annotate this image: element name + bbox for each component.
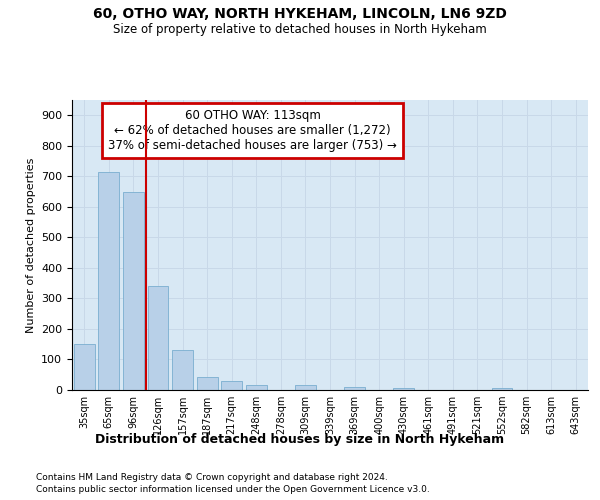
Text: Contains HM Land Registry data © Crown copyright and database right 2024.: Contains HM Land Registry data © Crown c… xyxy=(36,472,388,482)
Text: Distribution of detached houses by size in North Hykeham: Distribution of detached houses by size … xyxy=(95,432,505,446)
Bar xyxy=(98,172,119,390)
Bar xyxy=(221,381,242,390)
Bar xyxy=(172,350,193,390)
Bar xyxy=(246,386,267,390)
Bar xyxy=(74,344,95,390)
Text: 60 OTHO WAY: 113sqm
← 62% of detached houses are smaller (1,272)
37% of semi-det: 60 OTHO WAY: 113sqm ← 62% of detached ho… xyxy=(108,108,397,152)
Text: Contains public sector information licensed under the Open Government Licence v3: Contains public sector information licen… xyxy=(36,485,430,494)
Bar xyxy=(148,286,169,390)
Text: Size of property relative to detached houses in North Hykeham: Size of property relative to detached ho… xyxy=(113,22,487,36)
Bar xyxy=(197,377,218,390)
Y-axis label: Number of detached properties: Number of detached properties xyxy=(26,158,35,332)
Bar xyxy=(491,388,512,390)
Bar xyxy=(295,386,316,390)
Text: 60, OTHO WAY, NORTH HYKEHAM, LINCOLN, LN6 9ZD: 60, OTHO WAY, NORTH HYKEHAM, LINCOLN, LN… xyxy=(93,8,507,22)
Bar xyxy=(123,192,144,390)
Bar xyxy=(344,387,365,390)
Bar xyxy=(393,388,414,390)
